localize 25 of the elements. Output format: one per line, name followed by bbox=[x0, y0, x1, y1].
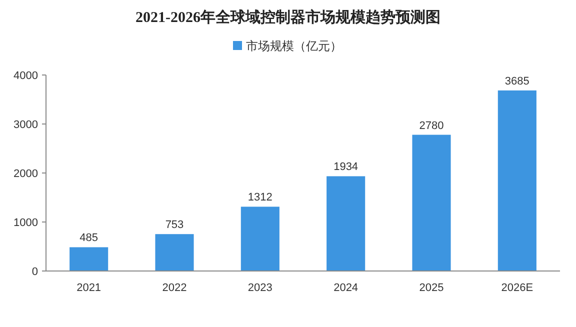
x-tick-label: 2022 bbox=[162, 282, 187, 294]
x-tick-label: 2021 bbox=[76, 282, 102, 294]
x-tick-label: 2025 bbox=[419, 282, 444, 294]
y-tick-label: 0 bbox=[32, 266, 38, 278]
data-label: 1312 bbox=[248, 192, 272, 204]
chart-title: 2021-2026年全球域控制器市场规模趋势预测图 bbox=[136, 8, 440, 26]
bar bbox=[240, 206, 280, 271]
y-tick-label: 1000 bbox=[14, 217, 38, 229]
y-tick-label: 4000 bbox=[14, 70, 38, 82]
y-tick-label: 2000 bbox=[14, 168, 38, 180]
x-tick-label: 2026E bbox=[501, 282, 534, 294]
bar bbox=[155, 234, 194, 271]
data-label: 1934 bbox=[334, 161, 358, 174]
data-label: 485 bbox=[80, 232, 98, 244]
y-tick-label: 3000 bbox=[14, 119, 38, 131]
legend-label: 市场规模（亿元） bbox=[246, 39, 342, 53]
bar bbox=[70, 247, 108, 271]
data-label: 753 bbox=[165, 219, 184, 232]
bar bbox=[326, 176, 366, 271]
x-tick-label: 2024 bbox=[334, 282, 358, 294]
bar bbox=[498, 90, 536, 271]
bar bbox=[412, 134, 451, 271]
data-label: 3685 bbox=[504, 75, 530, 88]
x-tick-label: 2023 bbox=[248, 282, 272, 294]
data-label: 2780 bbox=[419, 120, 444, 132]
